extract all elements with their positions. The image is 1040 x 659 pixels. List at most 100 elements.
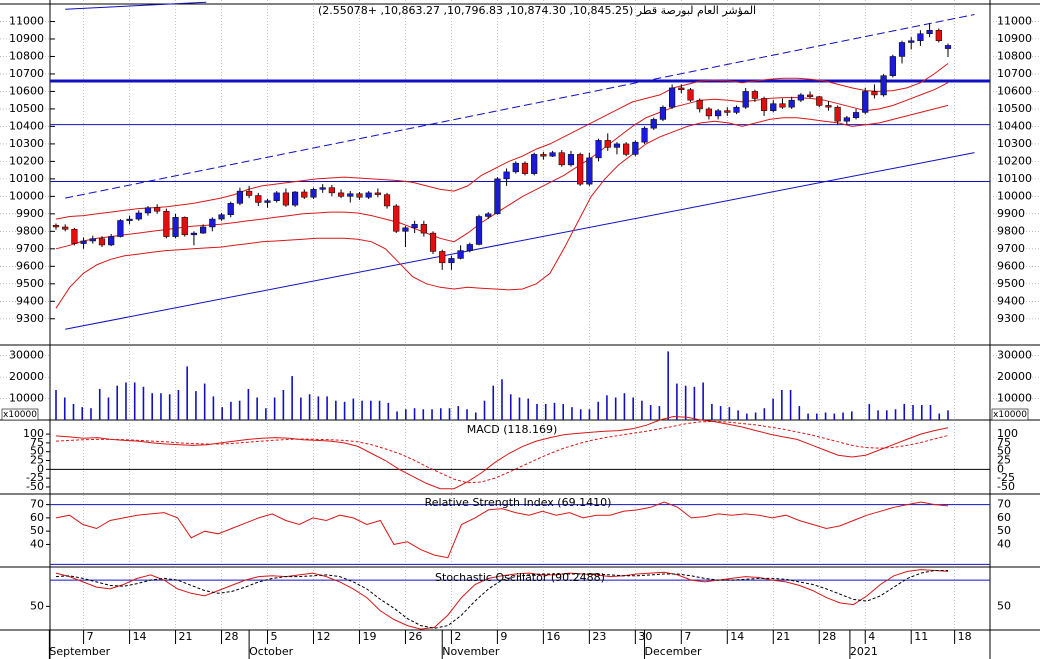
candle-down [623,143,630,155]
x-tick-label: 5 [271,630,278,643]
bollinger-band-line [55,63,949,220]
candle-up [475,216,483,245]
candle-up [770,103,777,111]
price-axis-label-left: 11000 [9,14,44,27]
trend-line [65,14,975,199]
candle-down [705,108,713,117]
stoch-axis-label-right: 50 [997,599,1011,612]
x-tick-label: 30 [638,630,652,643]
candle-up [531,154,538,174]
macd-label: MACD (118.169) [467,423,558,436]
x-tick-label: 21 [776,630,790,643]
candle-down [724,110,731,113]
rsi-axis-label-right: 60 [997,511,1011,524]
candle-down [328,187,335,194]
stoch-label: Stochastic Oscillator (90.2488) [435,571,605,584]
candle-up [512,162,519,173]
volume-multiplier-right-box [991,408,1029,421]
price-axis-label-left: 9300 [16,312,44,325]
price-axis-label-right: 9800 [997,224,1025,237]
x-tick-label: 19 [362,630,376,643]
macd-axis-label-right: -25 [997,471,1015,484]
x-tick-label: 28 [225,630,239,643]
price-axis-label-left: 9600 [16,259,44,272]
candle-down [71,228,78,244]
candle-up [613,143,621,148]
candle-up [788,99,795,108]
candle-down [163,210,170,237]
candle-up [89,238,96,242]
macd-axis-label-left: 75 [30,436,44,449]
chart-header-text: المؤشر العام لبورصة قطر (10,845.25, 10,8… [318,4,756,17]
price-axis-label-left: 10500 [9,102,44,115]
candle-up [457,250,464,259]
macd-axis-label-right: -50 [997,480,1015,493]
macd-axis-label-left: 0 [37,462,44,475]
candle-up [595,140,602,159]
x-tick-label: 21 [179,630,193,643]
candle-up [641,127,648,143]
x-tick-label: 12 [316,630,330,643]
candle-up [889,56,896,76]
candle-down [825,105,832,108]
macd-signal-line [55,420,949,484]
stoch-d-line [55,570,948,629]
candle-up [797,94,804,101]
rsi-label: Relative Strength Index (69.1410) [425,496,612,509]
price-axis-label-left: 10900 [9,32,44,45]
x-tick-label: 16 [546,630,560,643]
candle-down [751,91,758,99]
candle-up [144,207,152,214]
price-axis-label-right: 10900 [997,32,1032,45]
macd-axis-label-left: 50 [30,445,44,458]
x-tick-label: 26 [408,630,422,643]
trend-line [65,1,207,10]
candle-up [944,45,952,49]
candle-up [567,154,575,166]
candle-down [577,154,584,185]
candle-down [816,96,823,106]
price-axis-label-left: 9700 [16,242,44,255]
candle-up [126,218,133,221]
candle-up [466,244,473,251]
candle-up [347,193,354,197]
price-axis-label-right: 9900 [997,207,1025,220]
volume-axis-label-left: 10000 [9,392,44,405]
price-axis-label-right: 9700 [997,242,1025,255]
price-axis-label-left: 10100 [9,172,44,185]
candle-up [236,190,244,204]
candle-down [393,205,400,232]
x-month-label: November [442,645,500,658]
rsi-axis-label-left: 70 [30,498,44,511]
candle-up [715,110,722,117]
x-tick-label: 14 [730,630,744,643]
macd-axis-label-left: 100 [23,427,44,440]
candle-down [98,238,106,246]
candle-up [862,91,869,113]
price-axis-label-left: 10300 [9,137,44,150]
volume-axis-label-left: 30000 [9,349,44,362]
price-axis-label-right: 10600 [997,84,1032,97]
price-axis-label-right: 10200 [997,154,1032,167]
volume-axis-label-right: 20000 [997,370,1032,383]
volume-multiplier-left: x10000 [3,410,37,420]
candle-up [632,141,639,155]
candle-down [181,217,188,236]
price-axis-label-left: 10800 [9,49,44,62]
trend-line [65,152,975,330]
macd-axis-label-left: 25 [30,454,44,467]
x-tick-label: 7 [87,630,94,643]
candle-down [356,193,363,198]
candle-down [678,87,685,90]
rsi-axis-label-right: 50 [997,524,1011,537]
candle-down [935,29,942,41]
candle-down [779,103,786,108]
candle-down [806,94,814,97]
candle-up [669,87,676,108]
candle-up [549,152,556,157]
candle-down [439,251,446,264]
macd-axis-label-left: -50 [26,480,44,493]
price-axis-label-right: 10300 [997,137,1032,150]
